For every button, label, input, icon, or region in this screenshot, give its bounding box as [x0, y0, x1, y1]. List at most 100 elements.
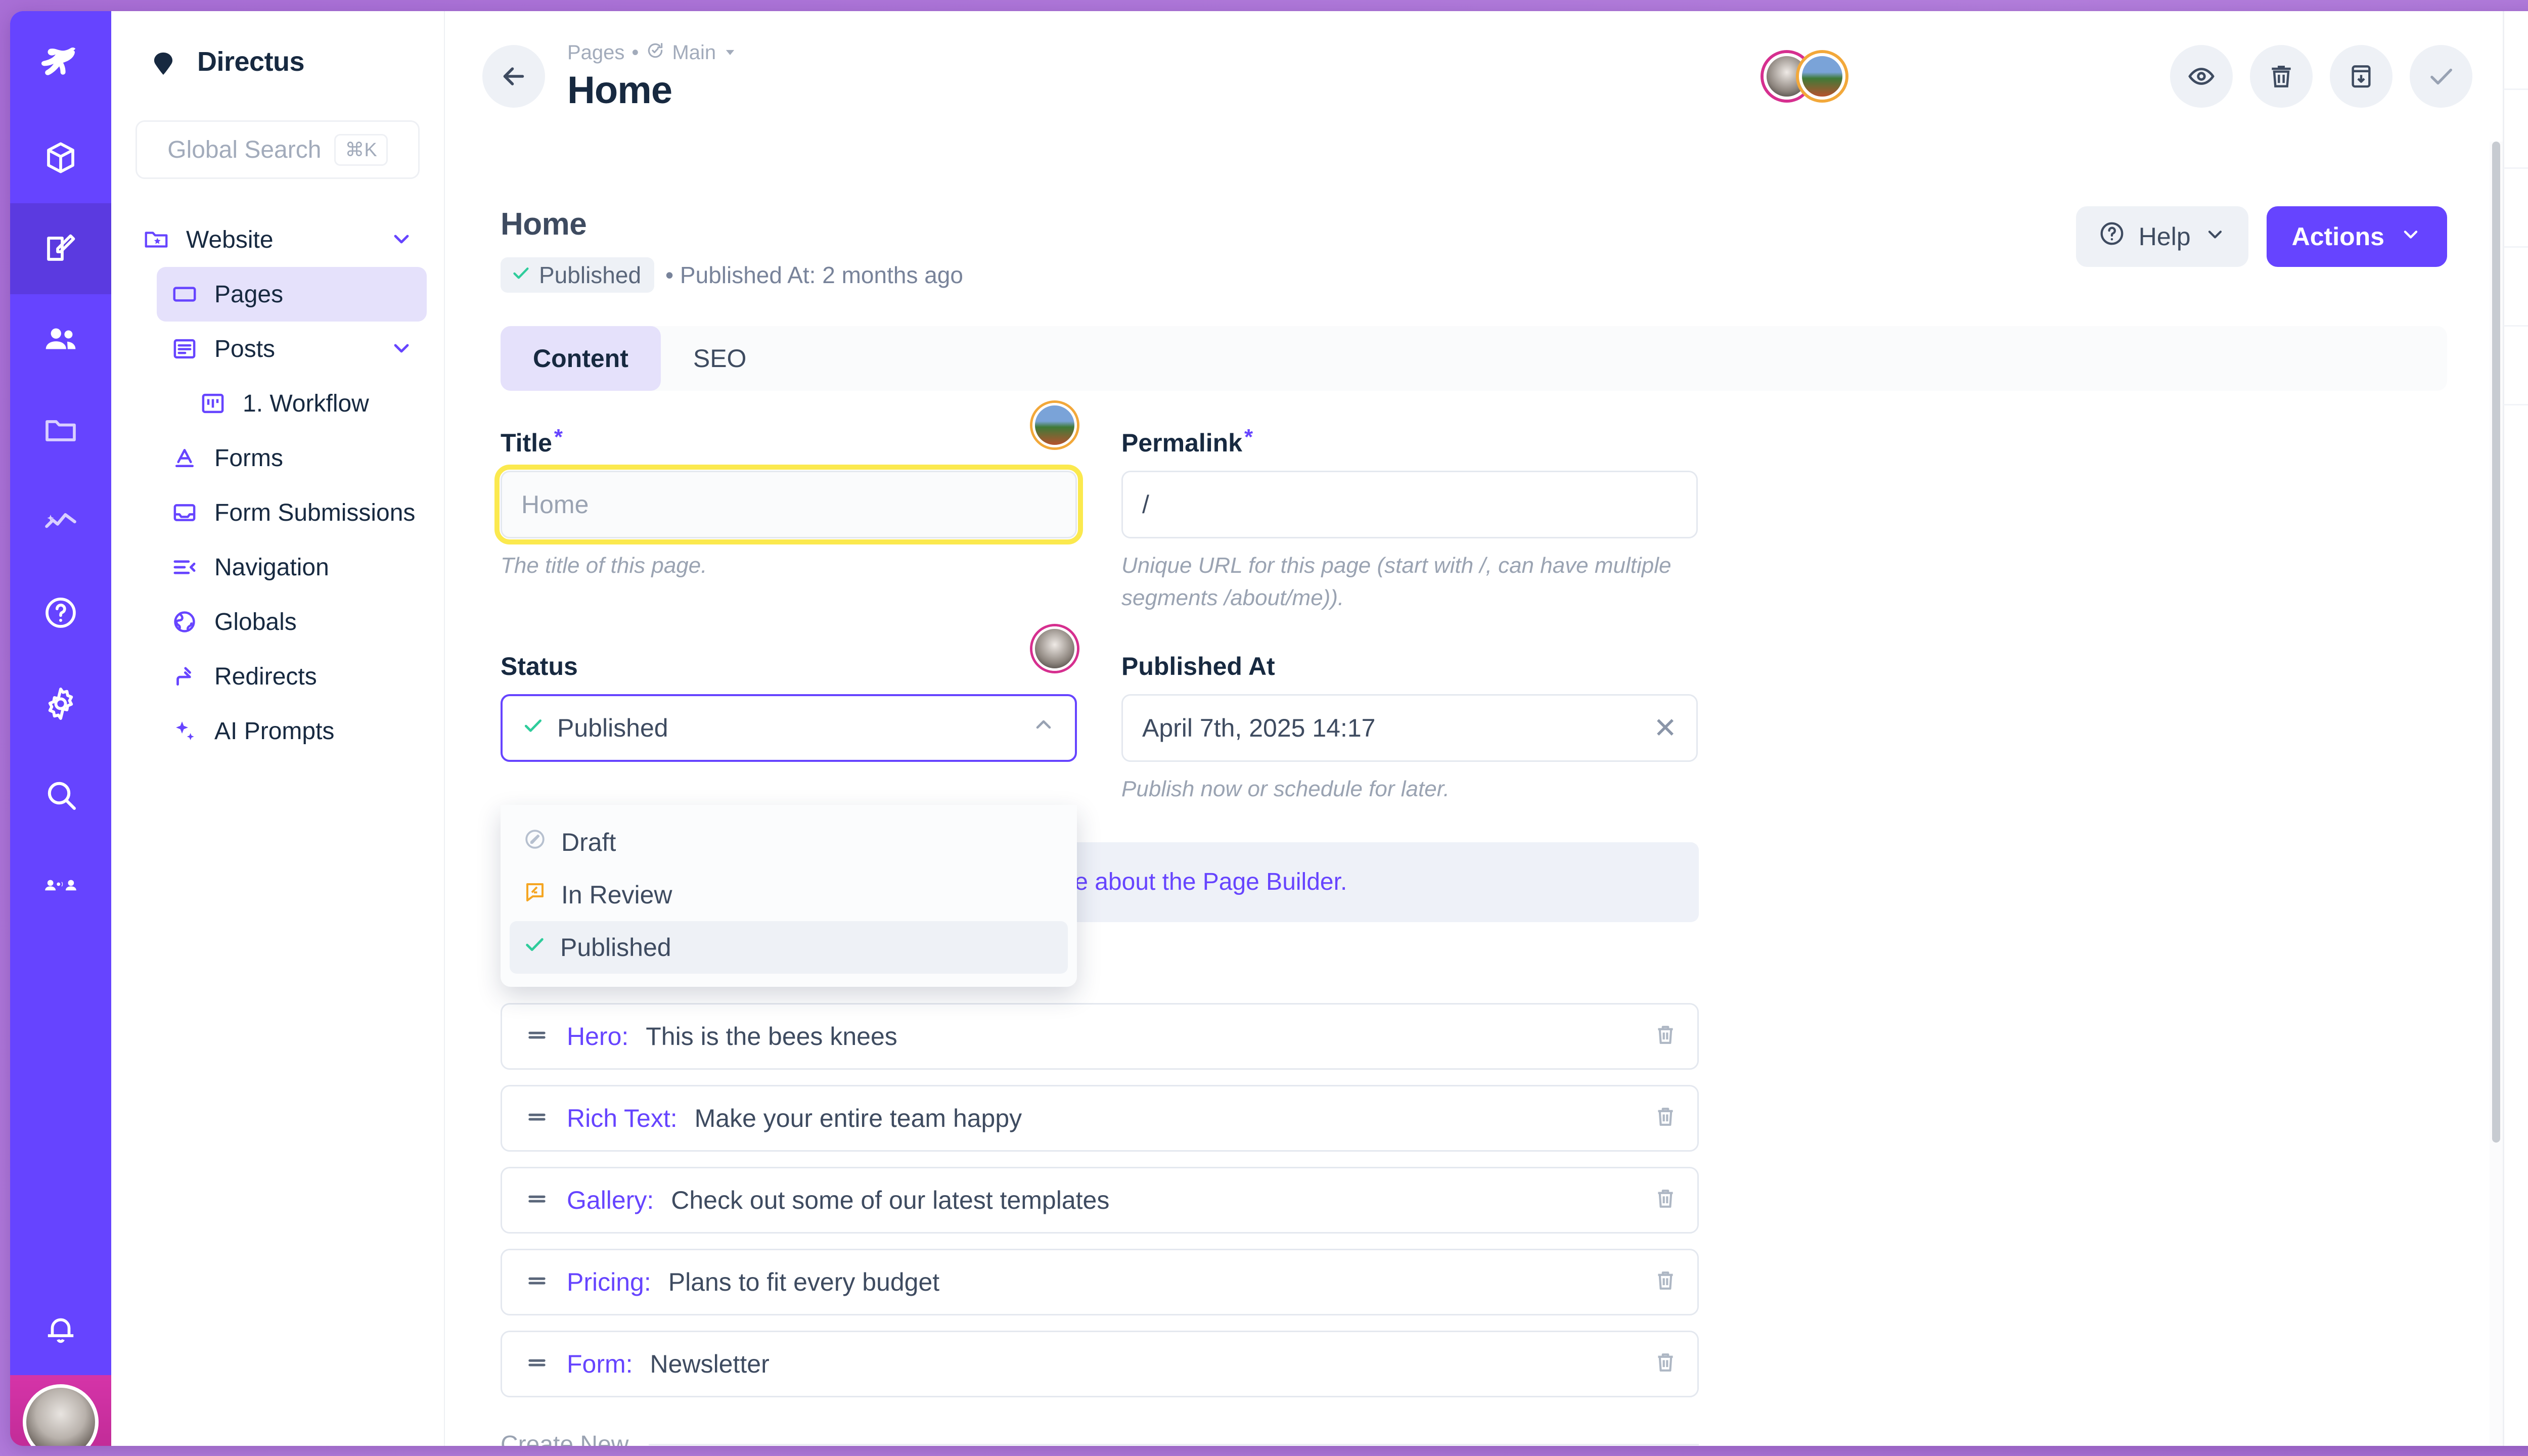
sidebar-item-ai-prompts[interactable]: AI Prompts: [157, 704, 427, 758]
rail-item-help[interactable]: [10, 567, 111, 658]
nav-group-website[interactable]: Website: [128, 212, 427, 267]
tab-seo[interactable]: SEO: [693, 344, 747, 373]
published-at-input[interactable]: April 7th, 2025 14:17 ✕: [1121, 694, 1698, 762]
back-button[interactable]: [482, 45, 545, 108]
flows-sidebar-button[interactable]: [2503, 327, 2528, 405]
block-type-label: Pricing:: [567, 1267, 651, 1296]
chevron-down-icon[interactable]: [389, 336, 414, 362]
field-label-text: Published At: [1121, 652, 1275, 680]
table-row[interactable]: Hero: This is the bees knees: [501, 1003, 1699, 1070]
rail-item-users[interactable]: [10, 294, 111, 385]
directus-logo-icon[interactable]: [10, 11, 111, 112]
record-header-actions: Help Actions: [2075, 206, 2447, 267]
delete-button[interactable]: [2250, 45, 2313, 108]
status-option-in-review[interactable]: In Review: [510, 869, 1068, 921]
table-row[interactable]: Form: Newsletter: [501, 1330, 1699, 1397]
drag-handle-icon[interactable]: [524, 1104, 550, 1132]
sidebar-item-workflow[interactable]: 1. Workflow: [185, 376, 427, 431]
drag-handle-icon[interactable]: [524, 1268, 550, 1296]
status-dropdown-menu: Draft In Review: [501, 805, 1077, 987]
rail-item-files[interactable]: [10, 385, 111, 476]
rail-item-editor[interactable]: [10, 203, 111, 294]
table-row[interactable]: Rich Text: Make your entire team happy: [501, 1084, 1699, 1152]
table-row[interactable]: Pricing: Plans to fit every budget: [501, 1248, 1699, 1315]
scrollbar-thumb[interactable]: [2492, 142, 2500, 1143]
divider-line: [649, 1443, 1699, 1445]
inbox-icon: [170, 499, 199, 526]
field-title: Title * Home The title of this page.: [494, 403, 1083, 614]
status-select[interactable]: Published: [501, 694, 1077, 762]
breadcrumb-version[interactable]: Main: [672, 41, 716, 64]
tab-content[interactable]: Content: [501, 326, 661, 391]
schedule-sidebar-button[interactable]: [2504, 1367, 2528, 1446]
preview-button[interactable]: [2170, 45, 2233, 108]
block-type-label: Form:: [567, 1349, 633, 1378]
sidebar-item-posts[interactable]: Posts: [157, 322, 427, 376]
chevron-down-icon: [2204, 222, 2226, 251]
lightning-icon: [2526, 350, 2528, 381]
block-title-label: Newsletter: [650, 1349, 770, 1378]
collections-list: Website Pages Posts: [111, 212, 444, 758]
help-button[interactable]: Help: [2075, 206, 2248, 267]
sidebar-item-label: Pages: [214, 281, 284, 308]
sidebar-item-navigation[interactable]: Navigation: [157, 540, 427, 595]
title-input[interactable]: Home: [494, 465, 1083, 544]
comments-sidebar-button[interactable]: [2503, 169, 2528, 248]
notifications-bell-icon[interactable]: [10, 1284, 111, 1375]
drag-handle-icon[interactable]: [524, 1022, 550, 1050]
field-hint: Publish now or schedule for later.: [1121, 776, 1450, 801]
rail-item-content[interactable]: [10, 112, 111, 203]
avatar[interactable]: [1799, 53, 1846, 100]
drag-handle-icon[interactable]: [524, 1350, 550, 1378]
trash-icon[interactable]: [1653, 1186, 1678, 1214]
breadcrumb-collection[interactable]: Pages: [567, 41, 625, 64]
sidebar-item-forms[interactable]: Forms: [157, 431, 427, 485]
user-avatar[interactable]: [10, 1375, 111, 1446]
sidebar-item-redirects[interactable]: Redirects: [157, 649, 427, 704]
folder-star-icon: [142, 226, 171, 253]
rail-item-search[interactable]: [10, 749, 111, 840]
field-permalink: Permalink * / Unique URL for this page (…: [1121, 426, 1698, 614]
breadcrumb: Pages • Main: [567, 41, 737, 65]
rail-item-directory[interactable]: [10, 840, 111, 931]
global-search-placeholder: Global Search: [167, 136, 322, 163]
share-sidebar-button[interactable]: [2503, 248, 2528, 327]
rail-item-insights[interactable]: [10, 476, 111, 567]
trash-icon[interactable]: [1653, 1022, 1678, 1050]
rail-item-settings[interactable]: [10, 658, 111, 749]
create-new-divider[interactable]: Create New: [501, 1431, 1699, 1446]
trash-icon: [2272, 66, 2291, 87]
trash-icon[interactable]: [1653, 1350, 1678, 1378]
chevron-up-icon[interactable]: [1031, 713, 1056, 743]
actions-button[interactable]: Actions: [2266, 206, 2447, 267]
field-label-text: Permalink: [1121, 429, 1243, 457]
close-icon[interactable]: ✕: [1653, 711, 1677, 744]
version-sync-icon: [646, 41, 665, 65]
trash-icon[interactable]: [1653, 1268, 1678, 1296]
field-label-text: Title: [501, 429, 552, 457]
status-option-draft[interactable]: Draft: [510, 816, 1068, 869]
main-area: Pages • Main Home: [445, 11, 2503, 1446]
search-shortcut-key: ⌘K: [334, 133, 388, 166]
sidebar-item-pages[interactable]: Pages: [157, 267, 427, 322]
caret-down-icon[interactable]: [723, 41, 737, 64]
question-circle-icon: [2098, 220, 2126, 253]
permalink-input[interactable]: /: [1121, 471, 1698, 538]
table-row[interactable]: Gallery: Check out some of our latest te…: [501, 1166, 1699, 1234]
block-title-label: Check out some of our latest templates: [671, 1186, 1110, 1214]
status-option-label: Draft: [561, 828, 616, 857]
drag-handle-icon[interactable]: [524, 1186, 550, 1214]
save-button[interactable]: [2410, 45, 2472, 108]
sidebar-item-globals[interactable]: Globals: [157, 595, 427, 649]
chevron-down-icon[interactable]: [389, 226, 414, 253]
status-option-published[interactable]: Published: [510, 921, 1068, 974]
record-header: Home Published • Published At: 2 months …: [501, 142, 2447, 293]
vertical-scrollbar[interactable]: [2490, 142, 2503, 1446]
archive-button[interactable]: [2330, 45, 2392, 108]
info-sidebar-button[interactable]: [2503, 11, 2528, 90]
global-search-input[interactable]: Global Search ⌘K: [136, 120, 420, 179]
sidebar-item-form-submissions[interactable]: Form Submissions: [157, 485, 427, 540]
record-header-left: Home Published • Published At: 2 months …: [501, 206, 963, 293]
revisions-sidebar-button[interactable]: 3: [2503, 90, 2528, 169]
trash-icon[interactable]: [1653, 1104, 1678, 1132]
